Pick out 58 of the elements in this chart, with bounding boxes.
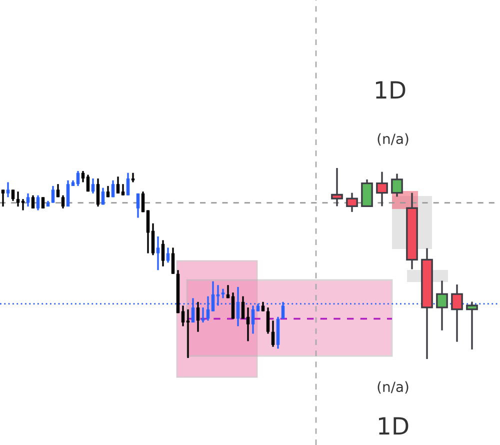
candlestick <box>151 222 155 256</box>
candlestick <box>161 239 165 268</box>
candlestick <box>376 170 388 208</box>
candlestick <box>131 172 135 184</box>
candlestick <box>111 180 115 198</box>
candlestick <box>331 167 343 208</box>
candlestick <box>31 194 35 210</box>
candlestick <box>156 236 160 271</box>
candlestick <box>391 172 403 198</box>
candlestick <box>186 308 190 359</box>
candlestick <box>11 188 15 202</box>
candlestick <box>16 190 20 208</box>
candlestick <box>96 178 100 208</box>
candlestick <box>26 192 30 208</box>
candlestick <box>181 304 185 328</box>
candlestick <box>146 209 150 254</box>
candlestick <box>166 246 170 264</box>
text: 1D <box>378 417 408 435</box>
candlestick <box>221 288 225 299</box>
candlestick <box>266 306 270 335</box>
candlestick <box>241 295 245 320</box>
candlestick <box>101 186 105 206</box>
candlestick <box>91 178 95 194</box>
candlestick <box>196 301 200 333</box>
candlestick <box>6 181 10 198</box>
candlestick <box>86 174 90 192</box>
candlestick <box>201 306 205 324</box>
candlestick <box>261 301 265 312</box>
candlestick <box>36 194 40 212</box>
candlestick <box>246 306 250 342</box>
text: (n/a) <box>378 381 408 394</box>
candlestick <box>236 286 240 328</box>
candlestick <box>21 198 25 212</box>
candlestick <box>81 170 85 184</box>
candlestick <box>361 178 373 208</box>
candlestick <box>61 194 65 210</box>
candlestick <box>56 183 60 198</box>
candlestick <box>1 188 5 208</box>
candlestick <box>76 170 80 187</box>
candlestick <box>436 280 448 332</box>
text: 1D <box>376 81 406 99</box>
candlestick <box>51 185 55 204</box>
text: (n/a) <box>378 133 408 146</box>
candlestick <box>116 176 120 194</box>
candlestick <box>346 192 358 213</box>
candlestick <box>451 284 463 343</box>
candlestick <box>136 192 140 219</box>
candlestick <box>231 292 235 320</box>
candlestick <box>466 300 478 350</box>
candlestick <box>126 172 130 196</box>
candlestick <box>41 196 45 210</box>
candlestick <box>141 190 145 213</box>
candlestick <box>211 280 215 312</box>
candlestick <box>271 320 275 348</box>
candlestick <box>251 304 255 335</box>
candlestick <box>66 180 70 208</box>
candlestick <box>121 183 125 196</box>
candlestick <box>171 246 175 275</box>
